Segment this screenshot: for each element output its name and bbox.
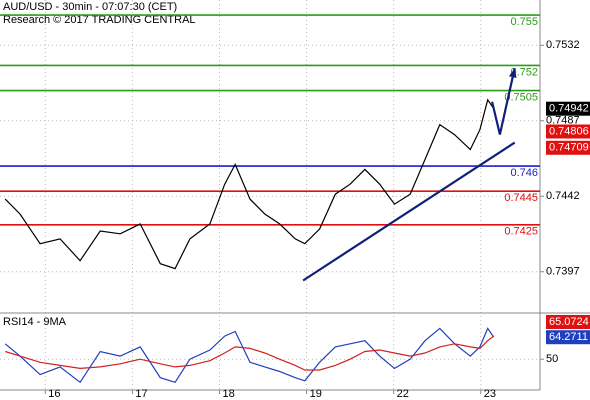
- x-tick-label: 19: [310, 388, 322, 400]
- last-value-box: [546, 140, 590, 155]
- level-label: 0.7425: [504, 226, 538, 238]
- level-label: 0.755: [510, 16, 538, 28]
- last-value-label: 64.2711: [549, 331, 588, 343]
- level-label: 0.7445: [504, 192, 538, 204]
- level-label: 0.746: [510, 167, 538, 179]
- y-tick-label: 0.7487: [546, 115, 580, 127]
- chart-title: AUD/USD - 30min - 07:07:30 (CET): [3, 1, 177, 13]
- y-tick-label: 0.7532: [546, 39, 580, 51]
- y-tick-label: 0.7442: [546, 190, 580, 202]
- forecast-arrow: [491, 67, 516, 135]
- series-line: [4, 98, 495, 270]
- last-value-label: 65.0724: [549, 316, 589, 328]
- x-tick-label: 18: [222, 388, 234, 400]
- rsi-title: RSI14 - 9MA: [3, 316, 67, 328]
- x-tick-label: 23: [484, 388, 496, 400]
- last-value-box: [546, 101, 590, 116]
- last-value-box: [546, 124, 590, 139]
- series-line: [5, 335, 495, 371]
- arrow-head: [508, 68, 517, 78]
- y-tick-label: 50: [546, 353, 558, 365]
- chart-subtitle: Research © 2017 TRADING CENTRAL: [3, 14, 196, 26]
- trend-line: [302, 141, 516, 282]
- level-label: 0.7505: [504, 91, 538, 103]
- last-value-label: 0.74709: [549, 142, 589, 154]
- last-value-label: 0.74942: [549, 103, 589, 115]
- x-tick-label: 17: [135, 388, 147, 400]
- x-tick-label: 16: [48, 388, 60, 400]
- last-value-box: [546, 314, 590, 329]
- y-tick-label: 0.7397: [546, 266, 580, 278]
- x-tick-label: 22: [397, 388, 409, 400]
- series-line: [4, 327, 495, 384]
- last-value-box: [546, 330, 590, 345]
- last-value-label: 0.74806: [549, 125, 589, 137]
- level-label: 0.752: [510, 66, 538, 78]
